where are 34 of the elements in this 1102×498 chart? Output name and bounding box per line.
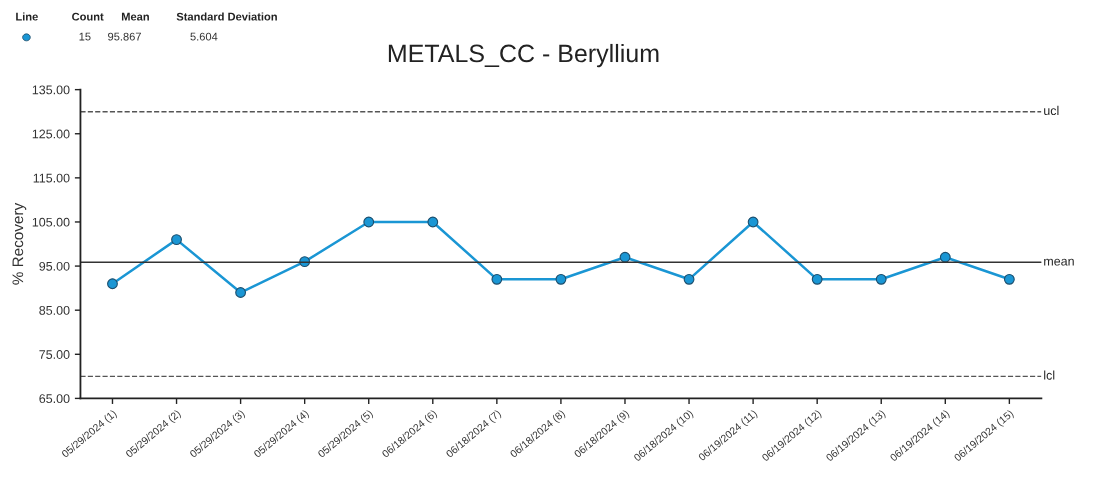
chart-title: METALS_CC - Beryllium xyxy=(388,43,659,68)
point xyxy=(683,273,695,285)
y-tick-label: 105.00 xyxy=(32,217,70,227)
point xyxy=(1003,273,1015,285)
point xyxy=(939,251,951,263)
point xyxy=(747,216,759,228)
text: Count xyxy=(72,12,104,21)
ref-line-label: ucl xyxy=(1044,105,1059,116)
point xyxy=(875,273,887,285)
y-tick-label: 65.00 xyxy=(39,394,70,404)
y-tick-label: 95.00 xyxy=(39,261,70,271)
ref-line-label: lcl xyxy=(1044,370,1055,380)
point xyxy=(171,234,182,246)
point xyxy=(619,251,631,263)
point xyxy=(235,287,247,298)
y-tick-label: 115.00 xyxy=(33,173,70,183)
point xyxy=(363,216,375,228)
point xyxy=(491,273,503,285)
y-tick-label: 85.00 xyxy=(39,305,70,315)
text: Mean xyxy=(121,12,149,21)
point xyxy=(427,216,439,228)
y-axis-title: % Recovery xyxy=(12,202,27,285)
text: 15 xyxy=(79,32,91,41)
text: 95.867 xyxy=(108,32,141,41)
y-tick-label: 75.00 xyxy=(39,350,70,359)
y-tick-label: 125.00 xyxy=(32,129,70,139)
text: Standard Deviation xyxy=(176,12,277,21)
y-tick-label: 135.00 xyxy=(32,85,70,95)
ref-line-label: mean xyxy=(1044,258,1074,266)
point xyxy=(555,273,567,285)
point xyxy=(107,278,118,290)
text: Line xyxy=(16,12,38,21)
text: 5.604 xyxy=(190,32,218,41)
point xyxy=(811,273,823,285)
